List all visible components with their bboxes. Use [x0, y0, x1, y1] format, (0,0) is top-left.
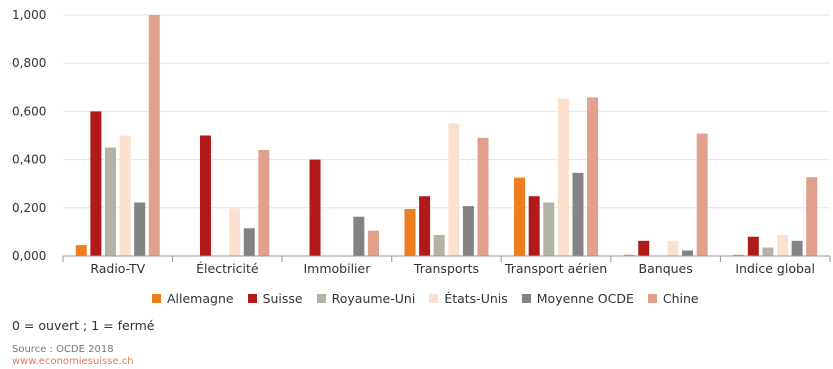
source-text: Source : OCDE 2018 — [12, 344, 114, 355]
legend-item: Suisse — [247, 291, 303, 306]
bar — [587, 97, 599, 256]
bar — [119, 135, 131, 256]
legend-label: Royaume-Uni — [331, 291, 416, 306]
bars — [75, 15, 818, 257]
bar — [477, 137, 489, 256]
category-label: Banques — [639, 261, 693, 276]
category-label: Électricité — [196, 261, 259, 276]
bar — [514, 177, 526, 256]
bar — [104, 147, 116, 256]
bar — [667, 240, 679, 256]
bar — [367, 230, 379, 256]
bar — [462, 206, 474, 256]
x-axis: Radio-TV Électricité Immobilier Transports T… — [62, 255, 831, 276]
bar — [243, 228, 255, 256]
legend-label: Moyenne OCDE — [536, 291, 634, 306]
legend-label: Allemagne — [167, 291, 234, 306]
bar — [777, 235, 789, 256]
legend-label: Chine — [662, 291, 699, 306]
bar — [148, 15, 160, 256]
scale-note: 0 = ouvert ; 1 = fermé — [12, 318, 155, 333]
bar — [404, 209, 416, 256]
legend-item: Royaume-Uni — [316, 291, 416, 306]
bar-chart: 0,000 0,200 0,400 0,600 0,800 1,000 Radio-TV É… — [12, 8, 831, 276]
bar — [747, 236, 759, 256]
category-label: Immobilier — [303, 261, 371, 276]
y-tick-label: 0,800 — [12, 56, 46, 70]
bar — [762, 247, 774, 256]
legend-swatch — [429, 294, 439, 303]
legend-item: Chine — [647, 291, 699, 306]
bar — [309, 159, 321, 256]
bar — [623, 254, 635, 256]
legend-swatch — [521, 294, 531, 303]
bar — [572, 172, 584, 256]
bar — [638, 240, 650, 256]
y-tick-label: 0,000 — [12, 249, 46, 263]
y-tick-label: 0,600 — [12, 104, 46, 118]
bar — [696, 133, 708, 256]
legend: Allemagne Suisse Royaume-Uni États-Unis Moye… — [152, 291, 699, 306]
category-label: Transport aérien — [504, 261, 607, 276]
y-axis-ticks: 0,000 0,200 0,400 0,600 0,800 1,000 — [12, 8, 46, 263]
y-tick-label: 1,000 — [12, 8, 46, 22]
legend-item: Allemagne — [152, 291, 234, 306]
bar — [528, 196, 540, 256]
bar — [353, 216, 365, 256]
bar — [557, 98, 569, 256]
bar — [229, 208, 241, 256]
legend-label: Suisse — [262, 291, 303, 306]
category-label: Radio-TV — [90, 261, 145, 276]
legend-item: Moyenne OCDE — [521, 291, 634, 306]
bar — [543, 202, 555, 256]
website-link[interactable]: www.economiesuisse.ch — [12, 356, 134, 367]
bar — [806, 177, 818, 256]
legend-swatch — [316, 294, 326, 303]
bar — [258, 149, 270, 256]
legend-swatch — [247, 294, 257, 303]
bar — [682, 250, 694, 256]
bar — [419, 196, 431, 256]
bar — [90, 111, 102, 257]
bar — [433, 235, 445, 256]
bar — [448, 123, 460, 256]
legend-item: États-Unis — [429, 291, 508, 306]
legend-swatch — [152, 294, 161, 303]
legend-label: États-Unis — [444, 291, 508, 306]
gridlines — [63, 14, 830, 209]
bar — [791, 240, 803, 256]
y-tick-label: 0,200 — [12, 201, 46, 215]
bar — [134, 202, 146, 256]
category-label: Indice global — [735, 261, 815, 276]
bar — [199, 135, 211, 256]
y-tick-label: 0,400 — [12, 153, 46, 167]
bar — [75, 245, 87, 256]
category-label: Transports — [413, 261, 479, 276]
legend-swatch — [647, 294, 657, 303]
bar — [733, 254, 745, 256]
